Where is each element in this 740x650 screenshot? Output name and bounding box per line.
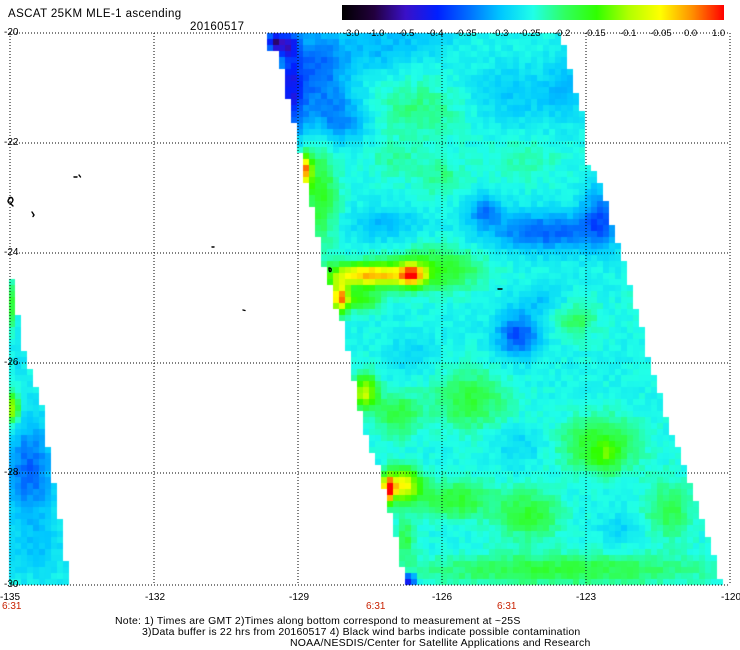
contamination-mark — [31, 211, 35, 218]
colorbar-label: -1.0 — [368, 28, 385, 39]
date-label: 20160517 — [190, 21, 245, 33]
credit-line: NOAA/NESDIS/Center for Satellite Applica… — [290, 637, 591, 649]
colorbar-label: 0.0 — [684, 28, 698, 39]
colorbar-label: -0.1 — [620, 28, 637, 39]
latitude-label: -28 — [4, 467, 19, 478]
note-line: 3)Data buffer is 22 hrs from 20160517 4)… — [142, 626, 581, 638]
colorbar-label: -0.2 — [554, 28, 571, 39]
product-title: ASCAT 25KM MLE-1 ascending — [8, 8, 182, 20]
longitude-label: -120 — [721, 592, 740, 603]
latitude-label: -20 — [4, 27, 19, 38]
colorbar-label: -0.4 — [427, 28, 444, 39]
longitude-label: -123 — [576, 592, 597, 603]
time-label: 6:31 — [366, 601, 386, 612]
latitude-label: -26 — [4, 357, 19, 368]
colorbar-label: -3.0 — [343, 28, 360, 39]
colorbar-label: -0.3 — [492, 28, 509, 39]
longitude-label: -135 — [0, 592, 21, 603]
note-line: Note: 1) Times are GMT 2)Times along bot… — [115, 615, 521, 627]
colorbar-label: -0.5 — [398, 28, 415, 39]
colorbar — [342, 5, 724, 20]
latitude-label: -22 — [4, 137, 19, 148]
time-label: 6:31 — [497, 601, 517, 612]
time-label: 6:31 — [2, 601, 22, 612]
colorbar-label: -0.05 — [650, 28, 672, 39]
colorbar-label: -0.15 — [584, 28, 606, 39]
contamination-mark — [7, 196, 14, 207]
longitude-label: -129 — [289, 592, 310, 603]
colorbar-label: -0.25 — [519, 28, 541, 39]
latitude-label: -30 — [4, 579, 19, 590]
longitude-label: -132 — [145, 592, 166, 603]
contamination-mark — [328, 267, 332, 273]
latitude-label: -24 — [4, 247, 19, 258]
contamination-mark — [242, 309, 246, 312]
colorbar-label: -0.35 — [455, 28, 477, 39]
contamination-mark — [73, 174, 82, 178]
colorbar-label: 1.0 — [712, 28, 726, 39]
longitude-label: -126 — [432, 592, 453, 603]
